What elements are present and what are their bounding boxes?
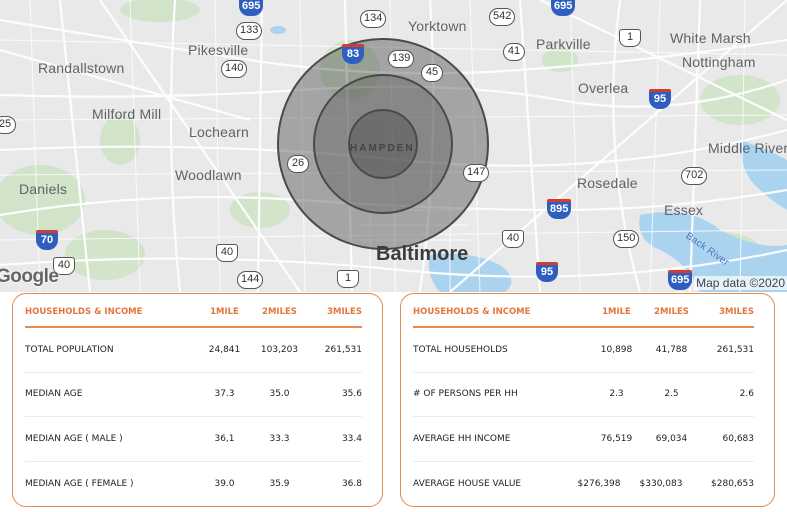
value-1mile: 36,1 — [214, 433, 235, 444]
place-label-parkville: Parkville — [536, 36, 591, 52]
route-shield-i83: 83 — [342, 44, 364, 64]
row-label: MEDIAN AGE ( MALE ) — [25, 433, 123, 444]
place-label-middle-river: Middle River — [708, 140, 787, 156]
row-label: AVERAGE HOUSE VALUE — [413, 478, 522, 489]
table-row-median-age: MEDIAN AGE 37.3 35.0 35.6 — [25, 373, 362, 417]
row-label: MEDIAN AGE ( FEMALE ) — [25, 478, 134, 489]
map-attribution[interactable]: Map data ©2020 — [694, 276, 787, 290]
place-label-milford-mill: Milford Mill — [92, 106, 162, 122]
col-header-1mile: 1MILE — [602, 307, 631, 317]
table-row-average-house-value: AVERAGE HOUSE VALUE $276,398 $330,083 $2… — [413, 462, 754, 507]
table-title: HOUSEHOLDS & INCOME — [413, 307, 531, 317]
value-1mile: 2.3 — [609, 389, 624, 400]
value-3miles: 36.8 — [341, 478, 362, 489]
value-1mile: 24,841 — [208, 344, 241, 355]
route-shield-us40-west: 40 — [53, 257, 75, 275]
demographics-card-population: HOUSEHOLDS & INCOME 1MILE 2MILES 3MILES … — [12, 293, 383, 507]
value-2miles: 2.5 — [664, 389, 679, 400]
value-2miles: 35.9 — [269, 478, 290, 489]
route-shield-i895: 895 — [547, 199, 572, 219]
value-1mile: 37.3 — [214, 389, 235, 400]
table-row-median-age-female: MEDIAN AGE ( FEMALE ) 39.0 35.9 36.8 — [25, 462, 362, 507]
route-shield-45: 45 — [421, 64, 443, 82]
route-shield-i95-north: 95 — [649, 89, 671, 109]
google-logo[interactable]: Google — [0, 266, 59, 287]
value-2miles: 35.0 — [269, 389, 290, 400]
place-label-lochearn: Lochearn — [189, 124, 249, 140]
route-shield-i695-south: 695 — [668, 270, 693, 290]
table-header: HOUSEHOLDS & INCOME 1MILE 2MILES 3MILES — [25, 298, 362, 328]
value-3miles: 60,683 — [722, 433, 755, 444]
radius-ring-1mile[interactable] — [348, 109, 418, 179]
route-shield-25: 25 — [0, 116, 16, 134]
value-3miles: $280,653 — [711, 478, 754, 489]
route-shield-134: 134 — [360, 10, 387, 28]
place-label-woodlawn: Woodlawn — [175, 167, 242, 183]
col-header-1mile: 1MILE — [210, 307, 239, 317]
route-shield-i695: 695 — [239, 0, 264, 16]
route-shield-133: 133 — [236, 22, 263, 40]
table-row-median-age-male: MEDIAN AGE ( MALE ) 36,1 33.3 33.4 — [25, 417, 362, 462]
place-label-daniels: Daniels — [19, 181, 68, 197]
route-shield-i70: 70 — [36, 230, 58, 250]
place-label-pikesville: Pikesville — [188, 42, 249, 58]
table-row-persons-per-hh: # OF PERSONS PER HH 2.3 2.5 2.6 — [413, 373, 754, 417]
value-3miles: 33.4 — [341, 433, 362, 444]
place-label-essex: Essex — [664, 202, 704, 218]
route-shield-us1-north: 1 — [619, 29, 641, 47]
value-2miles: 33.3 — [269, 433, 290, 444]
route-shield-140: 140 — [221, 60, 248, 78]
value-3miles: 2.6 — [739, 389, 754, 400]
row-label: TOTAL POPULATION — [25, 344, 114, 355]
value-1mile: 39.0 — [214, 478, 235, 489]
route-shield-702: 702 — [681, 167, 708, 185]
col-header-2miles: 2MILES — [262, 307, 297, 317]
table-header: HOUSEHOLDS & INCOME 1MILE 2MILES 3MILES — [413, 298, 754, 328]
row-label: # OF PERSONS PER HH — [413, 389, 518, 400]
route-shield-26: 26 — [287, 155, 309, 173]
col-header-2miles: 2MILES — [654, 307, 689, 317]
demographics-card-households: HOUSEHOLDS & INCOME 1MILE 2MILES 3MILES … — [400, 293, 775, 507]
table-row-total-population: TOTAL POPULATION 24,841 103,203 261,531 — [25, 328, 362, 373]
route-shield-41: 41 — [503, 43, 525, 61]
value-2miles: 103,203 — [260, 344, 299, 355]
value-3miles: 261,531 — [716, 344, 754, 355]
value-2miles: $330,083 — [639, 478, 683, 489]
place-label-yorktown: Yorktown — [408, 18, 467, 34]
place-label-hampden: HAMPDEN — [350, 143, 415, 154]
route-shield-542: 542 — [489, 8, 516, 26]
route-shield-us1-south: 1 — [337, 270, 359, 288]
route-shield-us40-east: 40 — [502, 230, 524, 248]
value-1mile: $276,398 — [577, 478, 621, 489]
place-label-randallstown: Randallstown — [38, 60, 125, 76]
col-header-3miles: 3MILES — [719, 307, 754, 317]
place-label-rosedale: Rosedale — [577, 175, 638, 191]
value-2miles: 69,034 — [655, 433, 688, 444]
map[interactable]: Randallstown Pikesville Yorktown Parkvil… — [0, 0, 787, 292]
place-label-white-marsh: White Marsh — [670, 30, 751, 46]
value-3miles: 261,531 — [324, 344, 362, 355]
row-label: TOTAL HOUSEHOLDS — [413, 344, 508, 355]
value-1mile: 76,519 — [600, 433, 633, 444]
place-label-overlea: Overlea — [578, 80, 629, 96]
route-shield-147: 147 — [463, 164, 490, 182]
route-shield-139: 139 — [388, 50, 415, 68]
value-3miles: 35.6 — [341, 389, 362, 400]
table-title: HOUSEHOLDS & INCOME — [25, 307, 143, 317]
route-shield-i95-south: 95 — [536, 262, 558, 282]
row-label: MEDIAN AGE — [25, 389, 83, 400]
route-shield-150: 150 — [613, 230, 640, 248]
route-shield-144: 144 — [237, 271, 264, 289]
col-header-3miles: 3MILES — [327, 307, 362, 317]
table-row-total-households: TOTAL HOUSEHOLDS 10,898 41,788 261,531 — [413, 328, 754, 373]
route-shield-us40-mid: 40 — [216, 244, 238, 262]
place-label-baltimore: Baltimore — [376, 243, 469, 265]
table-row-average-hh-income: AVERAGE HH INCOME 76,519 69,034 60,683 — [413, 417, 754, 462]
value-1mile: 10,898 — [600, 344, 633, 355]
place-label-nottingham: Nottingham — [682, 54, 756, 70]
row-label: AVERAGE HH INCOME — [413, 433, 511, 444]
value-2miles: 41,788 — [655, 344, 688, 355]
route-shield-i695-east: 695 — [551, 0, 576, 16]
